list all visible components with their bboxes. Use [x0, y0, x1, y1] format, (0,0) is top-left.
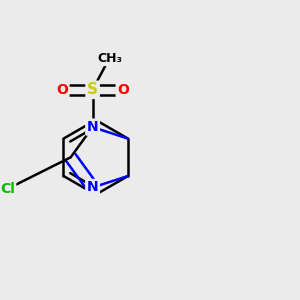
Text: N: N	[87, 181, 98, 194]
Text: Cl: Cl	[0, 182, 15, 196]
Text: O: O	[117, 83, 129, 97]
Text: O: O	[56, 83, 68, 97]
Text: N: N	[87, 120, 98, 134]
Text: S: S	[87, 82, 98, 97]
Text: CH₃: CH₃	[97, 52, 122, 64]
